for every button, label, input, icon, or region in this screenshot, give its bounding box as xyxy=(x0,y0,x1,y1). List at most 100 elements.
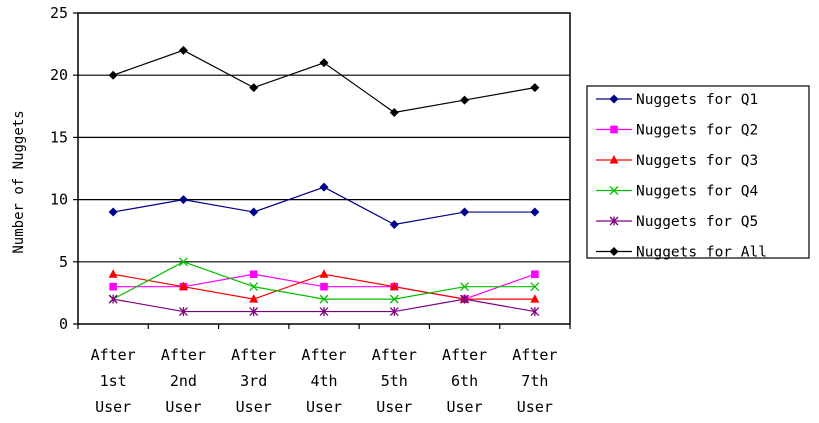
data-point xyxy=(108,269,118,278)
data-point xyxy=(460,294,470,304)
series-line xyxy=(112,261,535,300)
x-tick-label-line: 5th xyxy=(381,372,408,390)
data-point xyxy=(460,95,470,105)
data-point xyxy=(389,294,399,304)
x-tick-label: After 2nd User xyxy=(161,346,206,416)
series-line xyxy=(113,186,535,226)
data-point xyxy=(108,207,118,217)
data-point xyxy=(319,58,329,68)
data-point xyxy=(530,294,540,303)
data-point xyxy=(609,247,619,256)
x-tick-label: After 4th User xyxy=(301,346,346,416)
legend: Nuggets for Q1 Nuggets for Q2 Nuggets for … xyxy=(586,85,810,261)
data-point xyxy=(108,70,118,80)
data-point xyxy=(389,307,399,317)
data-point xyxy=(178,257,188,267)
data-point xyxy=(609,155,619,164)
data-point xyxy=(389,219,399,229)
x-tick-label-line: 3rd xyxy=(240,372,267,390)
x-tick-label: After 6th User xyxy=(442,346,487,416)
y-tick-label: 10 xyxy=(50,191,68,209)
data-point xyxy=(249,307,259,317)
data-point xyxy=(178,281,188,291)
x-tick-label: After 3rd User xyxy=(231,346,276,416)
legend-entry: Nuggets for All xyxy=(596,245,767,261)
data-point xyxy=(109,282,117,291)
data-point xyxy=(319,294,329,304)
data-point xyxy=(320,282,328,291)
x-tick-label-line: 4th xyxy=(310,372,337,390)
gridlines xyxy=(78,74,570,263)
y-tick-label: 15 xyxy=(50,128,68,146)
series-6 xyxy=(108,45,540,118)
data-point xyxy=(319,269,329,278)
data-point xyxy=(178,45,188,55)
data-point xyxy=(249,270,258,279)
data-point xyxy=(609,216,619,226)
legend-label: Nuggets for Q4 xyxy=(636,184,758,200)
x-tick-label-line: User xyxy=(306,398,342,416)
data-point xyxy=(530,307,540,317)
y-tick-label: 0 xyxy=(59,315,68,333)
plot-area xyxy=(77,12,571,325)
legend-entry: Nuggets for Q2 xyxy=(596,123,758,139)
x-tick-label-line: After xyxy=(91,346,136,364)
legend-label: Nuggets for All xyxy=(636,245,767,261)
legend-entry: Nuggets for Q5 xyxy=(596,214,758,230)
data-point xyxy=(531,270,539,279)
data-point xyxy=(249,282,259,292)
x-tick-label-line: 2nd xyxy=(170,372,197,390)
legend-label: Nuggets for Q5 xyxy=(636,214,758,230)
data-point xyxy=(319,307,329,317)
data-point xyxy=(389,281,399,291)
legend-label: Nuggets for Q3 xyxy=(636,153,758,169)
x-tick-label: After 7th User xyxy=(512,346,557,416)
x-tick-label-line: 7th xyxy=(521,372,548,390)
data-point xyxy=(460,282,470,292)
x-tick-label: After 5th User xyxy=(372,346,417,416)
y-axis-label: Number of Nuggets xyxy=(11,110,27,253)
data-point xyxy=(178,195,188,205)
legend-entry: Nuggets for Q4 xyxy=(596,184,758,200)
x-tick-label-line: After xyxy=(442,346,487,364)
x-tick-label-line: After xyxy=(301,346,346,364)
legend-entry: Nuggets for Q1 xyxy=(596,92,758,108)
x-tick-label-line: 6th xyxy=(451,372,478,390)
data-point xyxy=(249,207,259,217)
y-tick-label: 20 xyxy=(50,66,68,84)
x-tick-label-line: User xyxy=(95,398,131,416)
data-point xyxy=(389,108,399,118)
data-point xyxy=(319,182,329,192)
data-point xyxy=(249,294,259,303)
legend-label: Nuggets for Q1 xyxy=(636,92,758,108)
y-tick-label: 5 xyxy=(59,253,68,271)
data-point xyxy=(108,294,118,304)
x-tick-label-line: User xyxy=(447,398,483,416)
x-tick-label-line: 1st xyxy=(100,372,127,390)
data-point xyxy=(178,307,188,317)
y-axis: 0 5 10 15 20 25 xyxy=(50,4,78,333)
data-point xyxy=(530,83,540,93)
y-tick-label: 25 xyxy=(50,4,68,22)
x-tick-label-line: User xyxy=(165,398,201,416)
legend-label: Nuggets for Q2 xyxy=(636,123,758,139)
x-tick-label: After 1st User xyxy=(91,346,136,416)
x-tick-label-line: After xyxy=(512,346,557,364)
data-point xyxy=(609,94,619,104)
data-point xyxy=(530,207,540,217)
x-tick-label-line: After xyxy=(372,346,417,364)
x-tick-label-line: After xyxy=(231,346,276,364)
x-tick-label-line: User xyxy=(376,398,412,416)
data-point xyxy=(609,186,619,195)
x-tick-label-line: User xyxy=(517,398,553,416)
series-5 xyxy=(108,294,540,317)
series-4 xyxy=(108,257,540,304)
legend-entry: Nuggets for Q3 xyxy=(596,153,758,169)
series-layer xyxy=(108,45,540,317)
data-point xyxy=(530,282,540,292)
series-1 xyxy=(108,182,540,229)
x-tick-label-line: User xyxy=(236,398,272,416)
data-point xyxy=(460,207,470,217)
